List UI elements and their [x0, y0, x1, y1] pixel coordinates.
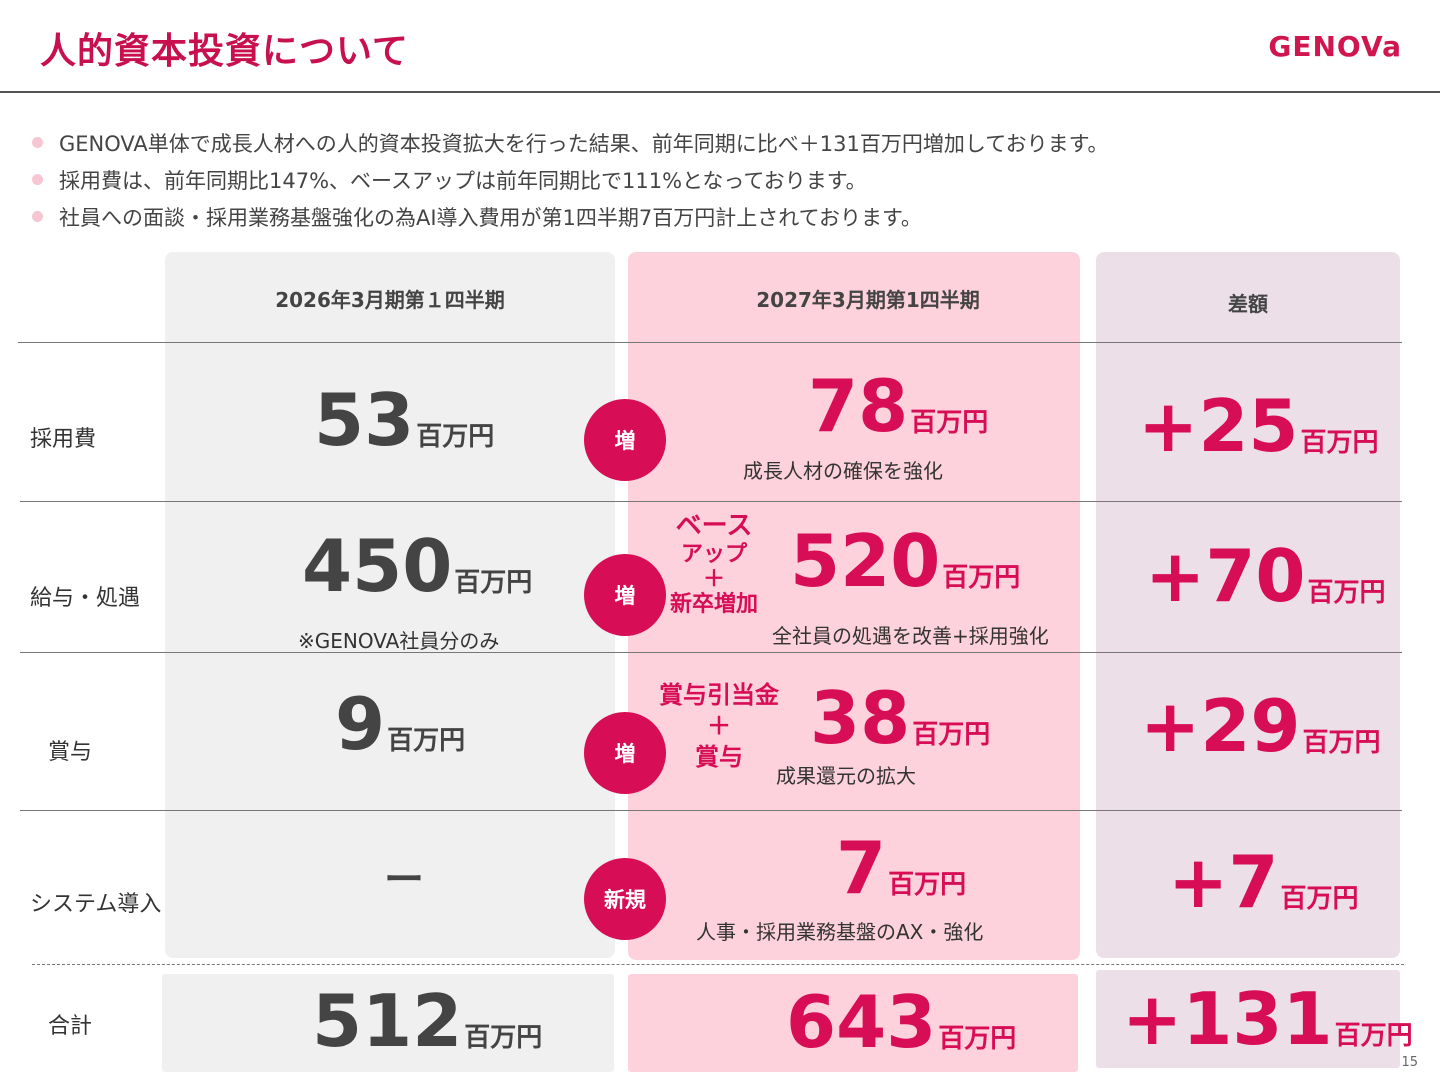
increase-badge: 増: [584, 712, 666, 794]
prev-total-cell: [162, 974, 614, 1072]
increase-badge: 増: [584, 399, 666, 481]
curr-value: 38百万円: [810, 676, 991, 760]
row-label-system: システム導入: [30, 892, 162, 917]
bullet-dot-icon: [32, 137, 43, 148]
prev-note: ※GENOVA社員分のみ: [298, 629, 500, 653]
diff-value: +70百万円: [1145, 534, 1386, 618]
curr-value: 7百万円: [836, 826, 967, 910]
header-divider: [0, 91, 1440, 93]
difference-column: [1096, 252, 1400, 958]
column-header-diff: 差額: [1228, 292, 1268, 316]
bullet-list: GENOVA単体で成長人材への人的資本投資拡大を行った結果、前年同期に比べ＋13…: [32, 124, 1412, 235]
new-badge: 新規: [584, 858, 666, 940]
diff-value: +7百万円: [1168, 840, 1359, 924]
bonus-reserve-label: 賞与引当金 ＋ 賞与: [659, 681, 779, 772]
bullet-dot-icon: [32, 211, 43, 222]
prev-period-column: [165, 252, 615, 958]
row-label-salary: 給与・処遇: [30, 586, 141, 611]
curr-note: 人事・採用業務基盤のAX・強化: [696, 920, 984, 944]
curr-note: 成長人材の確保を強化: [743, 459, 943, 483]
row-label-bonus: 賞与: [48, 740, 93, 765]
total-divider: [32, 964, 1404, 965]
diff-total-cell: [1096, 970, 1400, 1068]
row-label-total: 合計: [48, 1014, 93, 1039]
genova-logo: GENOVa: [1268, 30, 1402, 63]
bullet-item: 採用費は、前年同期比147%、ベースアップは前年同期比で111%となっております…: [32, 161, 1412, 198]
curr-total-value: 643百万円: [786, 980, 1017, 1064]
diff-total-value: +131百万円: [1122, 977, 1413, 1061]
curr-note: 成果還元の拡大: [776, 764, 916, 788]
page-number: 15: [1401, 1055, 1418, 1070]
prev-value: 9百万円: [335, 682, 466, 766]
row-divider: [20, 810, 1402, 811]
column-header-curr: 2027年3月期第1四半期: [756, 288, 980, 312]
curr-value: 78百万円: [808, 364, 989, 448]
prev-value-empty: ー: [384, 857, 424, 903]
row-divider: [20, 652, 1402, 653]
bullet-item: GENOVA単体で成長人材への人的資本投資拡大を行った結果、前年同期に比べ＋13…: [32, 124, 1412, 161]
bullet-item: 社員への面談・採用業務基盤強化の為AI導入費用が第1四半期7百万円計上されており…: [32, 198, 1412, 235]
row-divider: [20, 501, 1402, 502]
curr-note: 全社員の処遇を改善+採用強化: [772, 624, 1049, 648]
curr-value: 520百万円: [790, 519, 1021, 603]
page-title: 人的資本投資について: [40, 31, 409, 72]
row-divider: [18, 342, 1402, 343]
prev-total-value: 512百万円: [312, 979, 543, 1063]
prev-value: 450百万円: [302, 524, 533, 608]
increase-badge: 増: [584, 554, 666, 636]
curr-period-column: [628, 252, 1080, 960]
prev-value: 53百万円: [314, 378, 495, 462]
baseup-label: ベース アップ ＋ 新卒増加: [669, 511, 758, 618]
diff-value: +25百万円: [1138, 384, 1379, 468]
column-header-prev: 2026年3月期第１四半期: [275, 288, 505, 312]
bullet-dot-icon: [32, 174, 43, 185]
row-label-recruiting: 採用費: [30, 427, 97, 452]
diff-value: +29百万円: [1140, 684, 1381, 768]
curr-total-cell: [628, 974, 1078, 1072]
